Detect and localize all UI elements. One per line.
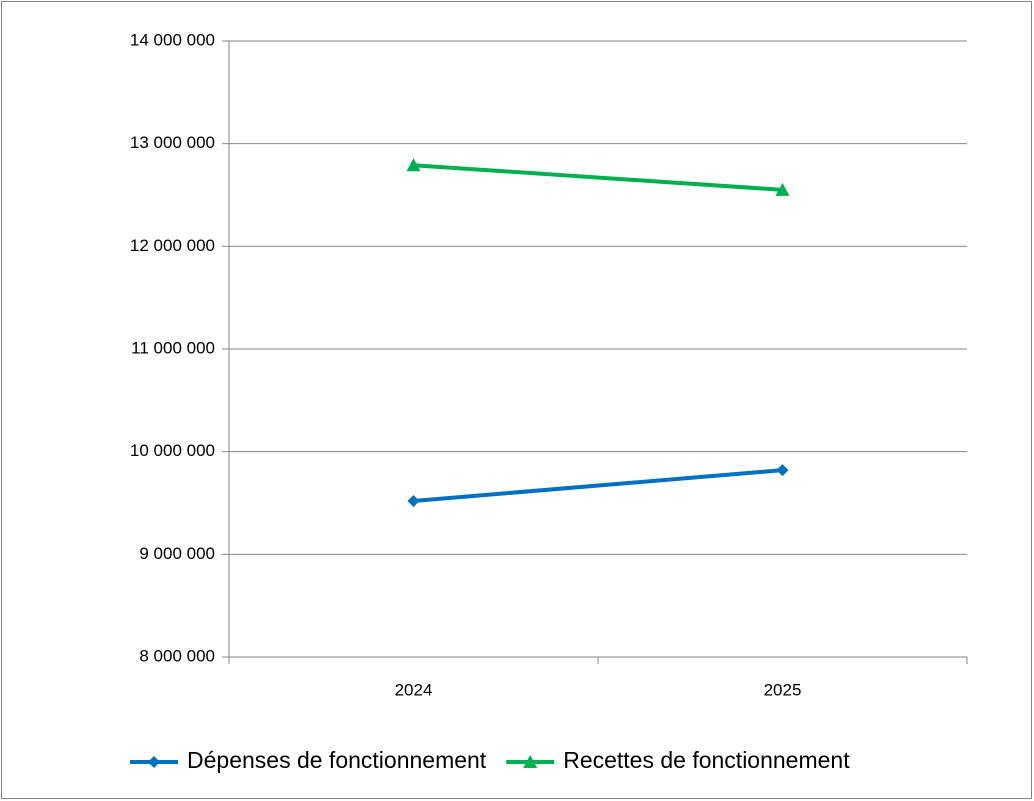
y-tick-label: 14 000 000 <box>130 30 215 49</box>
y-tick-label: 9 000 000 <box>139 544 215 563</box>
y-tick-label: 10 000 000 <box>130 441 215 460</box>
y-tick-label: 13 000 000 <box>130 133 215 152</box>
point-marker <box>776 464 789 477</box>
point-marker <box>407 494 420 507</box>
legend-marker <box>523 755 538 768</box>
point-marker <box>406 158 421 172</box>
y-tick-label: 12 000 000 <box>130 236 215 255</box>
series-line <box>413 468 783 503</box>
point-marker <box>775 182 790 196</box>
x-tick-label: 2025 <box>764 680 802 699</box>
series-line <box>413 163 783 192</box>
y-tick-label: 11 000 000 <box>131 338 215 357</box>
legend-label: Dépenses de fonctionnement <box>187 747 487 773</box>
x-tick-label: 2024 <box>395 680 433 699</box>
y-tick-label: 8 000 000 <box>139 646 215 665</box>
legend-marker <box>148 756 160 768</box>
legend-label: Recettes de fonctionnement <box>563 747 850 773</box>
